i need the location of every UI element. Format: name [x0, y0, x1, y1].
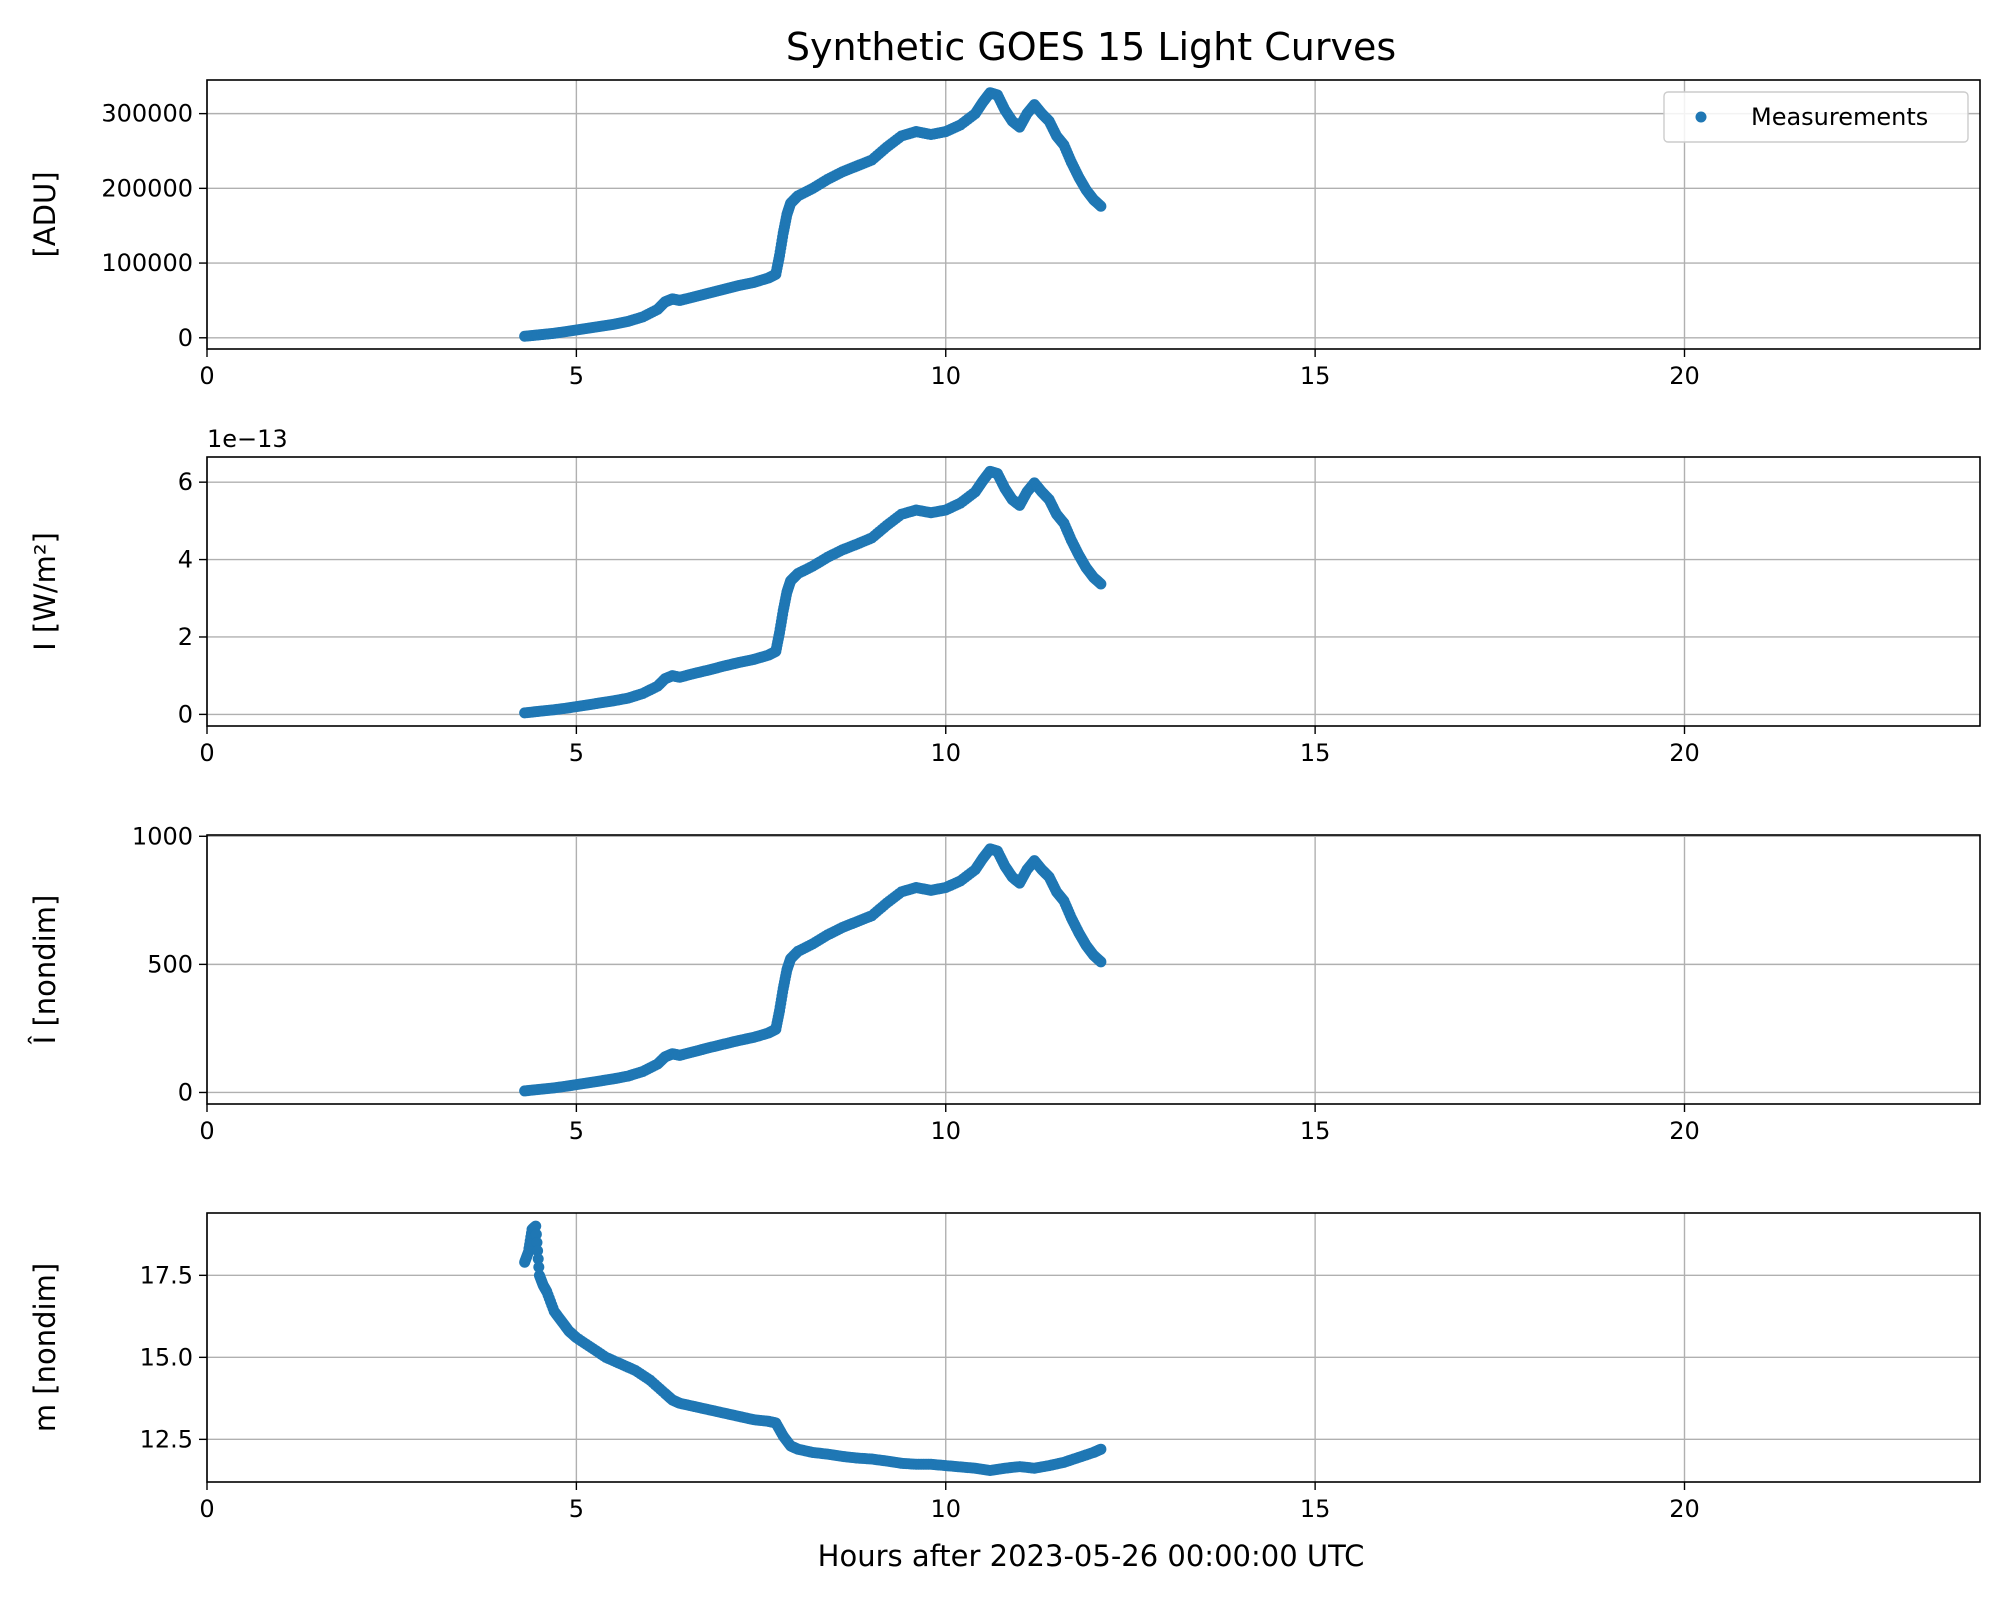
data-point: [532, 1245, 544, 1257]
x-tick-label: 15: [1300, 1495, 1331, 1523]
x-tick-label: 0: [199, 1495, 214, 1523]
x-axis-label: Hours after 2023-05-26 00:00:00 UTC: [818, 1539, 1365, 1573]
x-tick-label: 10: [930, 1117, 961, 1145]
data-points: [519, 465, 1107, 719]
x-tick-label: 20: [1669, 1495, 1700, 1523]
legend-marker: [1695, 111, 1707, 123]
y-tick-label: 12.5: [140, 1425, 193, 1453]
data-point: [1094, 955, 1106, 967]
y-tick-label: 100000: [101, 249, 193, 277]
y-axis-label: Î [nondim]: [28, 895, 62, 1046]
x-tick-label: 20: [1669, 362, 1700, 390]
y-tick-label: 17.5: [140, 1261, 193, 1289]
x-tick-label: 5: [569, 739, 584, 767]
x-tick-label: 0: [199, 362, 214, 390]
data-points: [519, 843, 1107, 1097]
data-point: [1094, 577, 1106, 589]
panel-irradiance: 0 5 10 15 20 0 2 4 6 1e−13 I [W/m²]: [28, 425, 1981, 767]
y-tick-label: 4: [178, 546, 193, 574]
x-tick-label: 0: [199, 1117, 214, 1145]
x-tick-label: 5: [569, 1495, 584, 1523]
x-tick-label: 10: [930, 362, 961, 390]
panel-nondim-irradiance: 0 5 10 15 20 0 500 1000 Î [nondim]: [28, 822, 1981, 1145]
legend-label: Measurements: [1751, 103, 1928, 131]
y-tick-label: 1000: [132, 822, 193, 850]
axes-frame: [206, 1212, 1981, 1483]
axes-frame: [206, 79, 1981, 350]
data-point: [530, 1228, 542, 1240]
data-point: [533, 1261, 545, 1273]
x-tick-label: 0: [199, 739, 214, 767]
grid-lines: [206, 835, 1980, 1104]
x-tick-label: 5: [569, 1117, 584, 1145]
x-tick-label: 15: [1300, 1117, 1331, 1145]
panel-magnitude: 0 5 10 15 20 12.5 15.0 17.5 m [nondim]: [28, 1212, 1981, 1523]
x-tick-label: 10: [930, 1495, 961, 1523]
data-point: [532, 1253, 544, 1265]
grid-lines: [206, 457, 1980, 726]
data-point: [531, 1237, 543, 1249]
y-tick-label: 15.0: [140, 1343, 193, 1371]
y-axis-label: m [nondim]: [28, 1263, 62, 1432]
panel-adu: 0 5 10 15 20 0 100000 200000 300000 [ADU] Measurem…: [28, 79, 1981, 390]
y-offset-text: 1e−13: [207, 425, 288, 453]
y-tick-label: 0: [178, 1078, 193, 1106]
x-tick-label: 20: [1669, 739, 1700, 767]
y-tick-label: 0: [178, 324, 193, 352]
y-tick-label: 500: [147, 950, 193, 978]
grid-lines: [206, 1213, 1980, 1482]
y-tick-label: 200000: [101, 174, 193, 202]
figure-title: Synthetic GOES 15 Light Curves: [786, 25, 1396, 69]
y-tick-label: 300000: [101, 100, 193, 128]
x-tick-label: 15: [1300, 362, 1331, 390]
data-points: [519, 1220, 1107, 1477]
data-point: [1094, 199, 1106, 211]
axes-frame: [206, 456, 1981, 727]
axes-frame: [206, 834, 1981, 1105]
y-axis-label: I [W/m²]: [28, 532, 62, 651]
data-points: [519, 87, 1107, 342]
legend: Measurements: [1663, 91, 1969, 143]
y-tick-label: 2: [178, 623, 193, 651]
y-tick-label: 6: [178, 468, 193, 496]
x-tick-label: 15: [1300, 739, 1331, 767]
y-axis-label: [ADU]: [28, 171, 62, 257]
x-tick-label: 20: [1669, 1117, 1700, 1145]
legend-box: [1663, 91, 1969, 143]
x-tick-label: 5: [569, 362, 584, 390]
data-point: [1094, 1444, 1106, 1456]
y-tick-label: 0: [178, 700, 193, 728]
x-tick-label: 10: [930, 739, 961, 767]
